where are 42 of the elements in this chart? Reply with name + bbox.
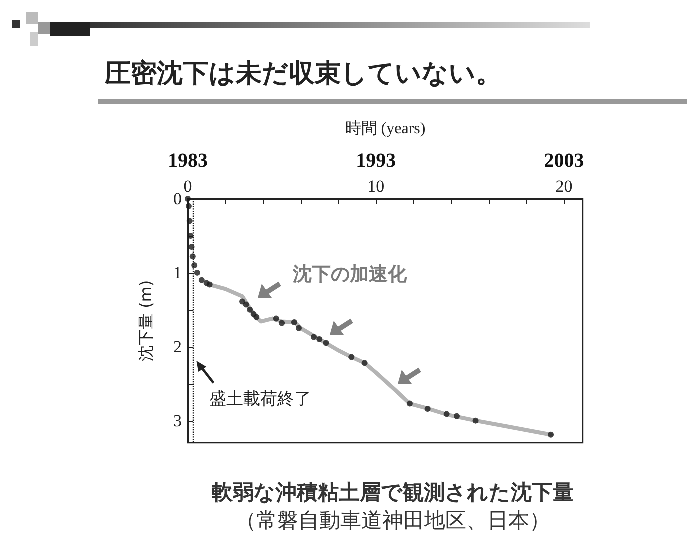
point <box>316 336 323 342</box>
point <box>548 432 554 438</box>
annotation: 沈下の加速化 <box>292 264 408 286</box>
text: 軟弱な沖積粘土層で観測された沈下量 <box>212 480 574 504</box>
x-tick-label: 20 <box>556 177 573 196</box>
y-axis-title: 沈下量 (m) <box>136 280 156 362</box>
point <box>194 270 200 276</box>
chart-title: 圧密沈下は未だ収束していない。 <box>104 59 502 89</box>
y-tick-label: 0 <box>174 190 182 208</box>
point <box>206 282 213 288</box>
point <box>291 319 298 326</box>
point <box>444 411 450 418</box>
x2-tick-label: 1983 <box>168 150 208 172</box>
y-tick-label: 3 <box>174 411 182 430</box>
x-tick-label: 10 <box>368 177 385 196</box>
text: （常磐自動車道神田地区、日本） <box>236 508 550 532</box>
ref-line-label: 盛土載荷終了 <box>210 390 312 410</box>
y-tick-label: 1 <box>174 263 182 282</box>
point <box>311 334 318 340</box>
x2-tick-label: 2003 <box>544 150 584 172</box>
point <box>254 314 260 320</box>
x-axis-title: 時間 (years) <box>345 120 426 138</box>
point <box>192 262 198 269</box>
point <box>273 316 280 322</box>
point <box>406 400 413 407</box>
point <box>296 325 302 332</box>
point <box>186 203 192 210</box>
x2-tick-label: 1993 <box>356 150 396 172</box>
point <box>279 320 286 326</box>
point <box>323 340 330 346</box>
point <box>362 360 368 366</box>
y-tick-label: 2 <box>174 337 182 356</box>
point <box>247 306 254 313</box>
point <box>198 277 205 284</box>
point <box>188 232 194 239</box>
point <box>472 418 479 424</box>
point <box>243 302 250 308</box>
point <box>348 354 355 360</box>
point <box>424 406 431 412</box>
point <box>454 413 460 420</box>
point <box>186 218 193 224</box>
point <box>185 196 191 202</box>
